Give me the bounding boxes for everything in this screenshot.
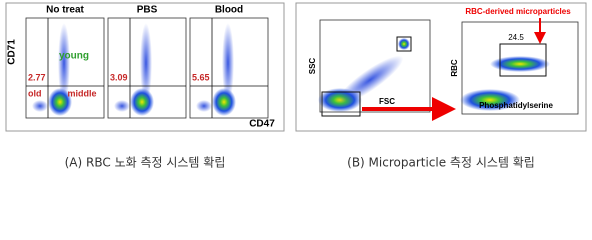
page: CD71 CD47 (A) RBC 노화 측정 시스템 확립 SSC FSC R… — [5, 2, 587, 170]
scatter-plot: SSC FSC — [308, 19, 431, 117]
gate-value: 3.09 — [110, 72, 128, 82]
gate-value: 24.5 — [508, 33, 524, 42]
density — [460, 89, 520, 111]
facs-plot — [107, 17, 187, 119]
y-axis-label: SSC — [308, 58, 317, 75]
density — [222, 23, 234, 103]
density — [196, 100, 212, 112]
x-axis-label: FSC — [379, 97, 395, 106]
scatter-plot: RBC-derived microparticles 24.5 RBC Phos… — [450, 7, 579, 115]
caption: (B) Microparticle 측정 시스템 확립 — [347, 156, 535, 170]
quadrant-label: middle — [67, 88, 96, 98]
quadrant-label: old — [28, 88, 42, 98]
density — [398, 38, 410, 50]
plot-title: PBS — [137, 5, 158, 16]
gate-value: 5.65 — [192, 72, 210, 82]
density — [114, 100, 130, 112]
x-axis-label: Phosphatidylserine — [479, 101, 553, 110]
plot-title: No treat — [46, 5, 84, 16]
gate — [396, 36, 412, 52]
y-axis-label: CD71 — [7, 39, 18, 65]
quadrant-label: young — [59, 51, 89, 62]
y-axis-label: RBC — [450, 59, 459, 77]
x-axis-label: CD47 — [249, 119, 275, 130]
density — [140, 23, 152, 103]
density — [490, 56, 550, 72]
panel-a-frame — [5, 2, 285, 132]
density — [58, 23, 70, 103]
facs-plot — [25, 17, 105, 119]
annotation: RBC-derived microparticles — [465, 7, 571, 16]
density — [32, 100, 48, 112]
caption: (A) RBC 노화 측정 시스템 확립 — [65, 156, 226, 170]
facs-plot — [189, 17, 269, 119]
gate — [321, 91, 361, 117]
figure: CD71 CD47 (A) RBC 노화 측정 시스템 확립 SSC FSC R… — [5, 2, 587, 170]
gate — [499, 43, 547, 77]
plot-title: Blood — [215, 5, 243, 16]
gate-value: 2.77 — [28, 72, 46, 82]
panel-b-frame — [295, 2, 587, 132]
